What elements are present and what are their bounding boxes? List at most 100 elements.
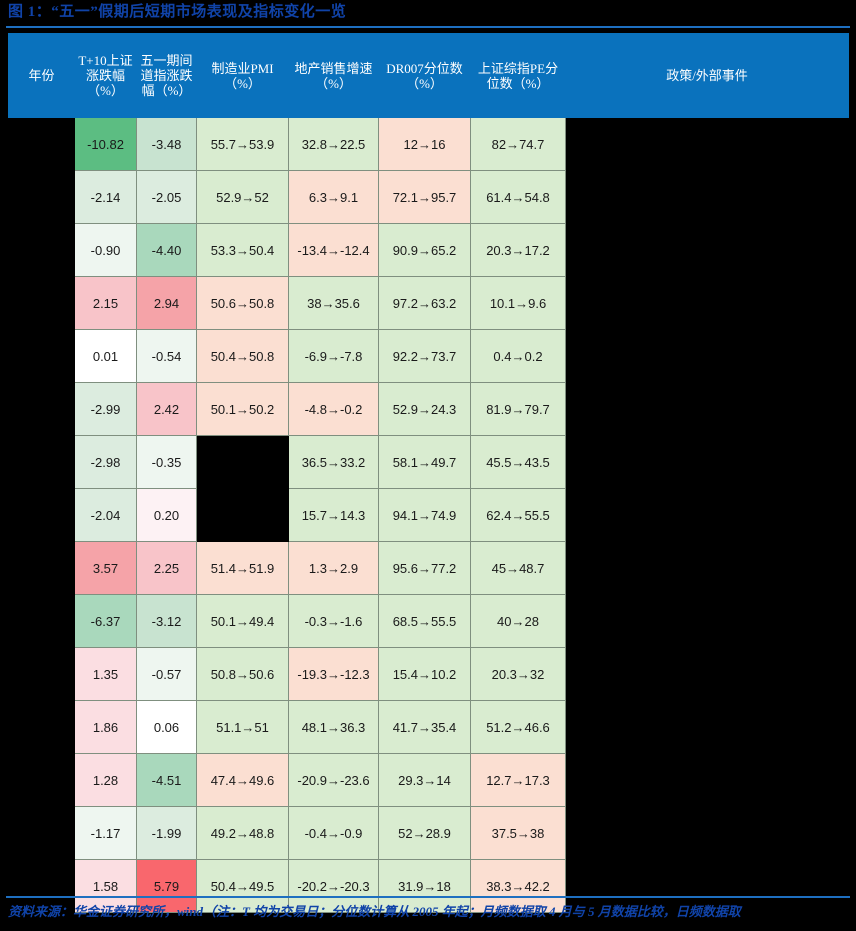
cell-property-sales-growth: -20.9→-23.6 bbox=[288, 753, 379, 807]
cell-t10-shanghai-change: 1.86 bbox=[74, 700, 137, 754]
cell-year bbox=[8, 647, 75, 701]
cell-shanghai-pe-percentile: 37.5→38 bbox=[470, 806, 566, 860]
cell-property-sales-growth: -6.9→-7.8 bbox=[288, 329, 379, 383]
cell-property-sales-growth: -13.4→-12.4 bbox=[288, 223, 379, 277]
cell-dowjones-change: -3.12 bbox=[136, 594, 197, 648]
cell-dowjones-change: -0.54 bbox=[136, 329, 197, 383]
col-header-dr007-percentile: DR007分位数（%） bbox=[378, 33, 471, 118]
cell-t10-shanghai-change: -1.17 bbox=[74, 806, 137, 860]
cell-property-sales-growth: 1.3→2.9 bbox=[288, 541, 379, 595]
cell-manufacturing-pmi bbox=[196, 488, 289, 542]
table-row: 2.15 2.94 50.6→50.8 38→35.6 97.2→63.2 10.1→9.… bbox=[8, 276, 849, 330]
col-header-property-sales-growth: 地产销售增速（%） bbox=[288, 33, 379, 118]
cell-shanghai-pe-percentile: 38.3→42.2 bbox=[470, 859, 566, 913]
cell-dowjones-change: 5.79 bbox=[136, 859, 197, 913]
cell-property-sales-growth: -4.8→-0.2 bbox=[288, 382, 379, 436]
table-row: -2.04 0.20 15.7→14.3 94.1→74.9 62.4→55.5 bbox=[8, 488, 849, 542]
cell-t10-shanghai-change: 1.58 bbox=[74, 859, 137, 913]
cell-shanghai-pe-percentile: 10.1→9.6 bbox=[470, 276, 566, 330]
cell-year bbox=[8, 700, 75, 754]
cell-shanghai-pe-percentile: 20.3→17.2 bbox=[470, 223, 566, 277]
cell-year bbox=[8, 806, 75, 860]
cell-dr007-percentile: 41.7→35.4 bbox=[378, 700, 471, 754]
col-header-dowjones-change: 五一期间道指涨跌幅（%） bbox=[136, 33, 197, 118]
table-body: -10.82 -3.48 55.7→53.9 32.8→22.5 12→16 82→74.… bbox=[8, 117, 849, 913]
cell-policy-external-events bbox=[565, 435, 849, 489]
cell-year bbox=[8, 223, 75, 277]
cell-manufacturing-pmi: 52.9→52 bbox=[196, 170, 289, 224]
cell-policy-external-events bbox=[565, 382, 849, 436]
cell-property-sales-growth: -19.3→-12.3 bbox=[288, 647, 379, 701]
cell-policy-external-events bbox=[565, 594, 849, 648]
cell-policy-external-events bbox=[565, 859, 849, 913]
cell-year bbox=[8, 170, 75, 224]
cell-dr007-percentile: 58.1→49.7 bbox=[378, 435, 471, 489]
cell-dowjones-change: 2.42 bbox=[136, 382, 197, 436]
cell-dowjones-change: 0.20 bbox=[136, 488, 197, 542]
table-row: 0.01 -0.54 50.4→50.8 -6.9→-7.8 92.2→73.7 0.4→… bbox=[8, 329, 849, 383]
cell-manufacturing-pmi: 50.8→50.6 bbox=[196, 647, 289, 701]
cell-manufacturing-pmi: 51.1→51 bbox=[196, 700, 289, 754]
cell-dowjones-change: -4.51 bbox=[136, 753, 197, 807]
cell-dr007-percentile: 95.6→77.2 bbox=[378, 541, 471, 595]
cell-dr007-percentile: 97.2→63.2 bbox=[378, 276, 471, 330]
cell-year bbox=[8, 117, 75, 171]
table-row: 1.58 5.79 50.4→49.5 -20.2→-20.3 31.9→18 38.3→… bbox=[8, 859, 849, 913]
cell-t10-shanghai-change: 1.28 bbox=[74, 753, 137, 807]
cell-shanghai-pe-percentile: 20.3→32 bbox=[470, 647, 566, 701]
table-row: 3.57 2.25 51.4→51.9 1.3→2.9 95.6→77.2 45→48.7 bbox=[8, 541, 849, 595]
data-table-wrapper: 年份 T+10上证涨跌幅（%） 五一期间道指涨跌幅（%） 制造业PMI（%） 地… bbox=[8, 33, 849, 913]
cell-dowjones-change: -4.40 bbox=[136, 223, 197, 277]
table-row: 1.28 -4.51 47.4→49.6 -20.9→-23.6 29.3→14 12.7… bbox=[8, 753, 849, 807]
table-row: -2.98 -0.35 36.5→33.2 58.1→49.7 45.5→43.5 bbox=[8, 435, 849, 489]
cell-year bbox=[8, 541, 75, 595]
col-header-t10-shanghai-change: T+10上证涨跌幅（%） bbox=[74, 33, 137, 118]
cell-property-sales-growth: 32.8→22.5 bbox=[288, 117, 379, 171]
cell-policy-external-events bbox=[565, 488, 849, 542]
cell-t10-shanghai-change: -0.90 bbox=[74, 223, 137, 277]
cell-property-sales-growth: 38→35.6 bbox=[288, 276, 379, 330]
cell-t10-shanghai-change: 1.35 bbox=[74, 647, 137, 701]
source-note: 资料来源：华金证券研究所，wind（注：T 均为交易日；分位数计算从 2005 … bbox=[8, 904, 741, 919]
cell-shanghai-pe-percentile: 51.2→46.6 bbox=[470, 700, 566, 754]
cell-t10-shanghai-change: -10.82 bbox=[74, 117, 137, 171]
table-row: -6.37 -3.12 50.1→49.4 -0.3→-1.6 68.5→55.5 40→… bbox=[8, 594, 849, 648]
cell-dr007-percentile: 29.3→14 bbox=[378, 753, 471, 807]
cell-dowjones-change: -0.35 bbox=[136, 435, 197, 489]
cell-year bbox=[8, 435, 75, 489]
footer-divider bbox=[6, 896, 850, 898]
table-row: 1.35 -0.57 50.8→50.6 -19.3→-12.3 15.4→10.2 20… bbox=[8, 647, 849, 701]
table-header: 年份 T+10上证涨跌幅（%） 五一期间道指涨跌幅（%） 制造业PMI（%） 地… bbox=[8, 33, 849, 118]
cell-manufacturing-pmi: 53.3→50.4 bbox=[196, 223, 289, 277]
cell-year bbox=[8, 859, 75, 913]
cell-year bbox=[8, 594, 75, 648]
cell-property-sales-growth: 48.1→36.3 bbox=[288, 700, 379, 754]
cell-policy-external-events bbox=[565, 170, 849, 224]
table-row: -1.17 -1.99 49.2→48.8 -0.4→-0.9 52→28.9 37.5→… bbox=[8, 806, 849, 860]
cell-year bbox=[8, 329, 75, 383]
cell-policy-external-events bbox=[565, 541, 849, 595]
cell-dowjones-change: 0.06 bbox=[136, 700, 197, 754]
cell-dr007-percentile: 15.4→10.2 bbox=[378, 647, 471, 701]
cell-manufacturing-pmi: 50.1→49.4 bbox=[196, 594, 289, 648]
cell-dowjones-change: 2.94 bbox=[136, 276, 197, 330]
cell-policy-external-events bbox=[565, 117, 849, 171]
cell-dr007-percentile: 90.9→65.2 bbox=[378, 223, 471, 277]
title-divider bbox=[6, 26, 850, 28]
cell-property-sales-growth: -0.4→-0.9 bbox=[288, 806, 379, 860]
cell-manufacturing-pmi: 50.4→49.5 bbox=[196, 859, 289, 913]
col-header-shanghai-pe-percentile: 上证综指PE分位数（%） bbox=[470, 33, 566, 118]
cell-policy-external-events bbox=[565, 700, 849, 754]
cell-manufacturing-pmi: 50.1→50.2 bbox=[196, 382, 289, 436]
cell-dr007-percentile: 92.2→73.7 bbox=[378, 329, 471, 383]
cell-dowjones-change: -1.99 bbox=[136, 806, 197, 860]
cell-year bbox=[8, 276, 75, 330]
cell-dowjones-change: -3.48 bbox=[136, 117, 197, 171]
cell-shanghai-pe-percentile: 62.4→55.5 bbox=[470, 488, 566, 542]
cell-t10-shanghai-change: -2.04 bbox=[74, 488, 137, 542]
cell-year bbox=[8, 382, 75, 436]
cell-policy-external-events bbox=[565, 753, 849, 807]
header-row: 年份 T+10上证涨跌幅（%） 五一期间道指涨跌幅（%） 制造业PMI（%） 地… bbox=[8, 33, 849, 118]
cell-shanghai-pe-percentile: 45.5→43.5 bbox=[470, 435, 566, 489]
cell-t10-shanghai-change: -2.99 bbox=[74, 382, 137, 436]
